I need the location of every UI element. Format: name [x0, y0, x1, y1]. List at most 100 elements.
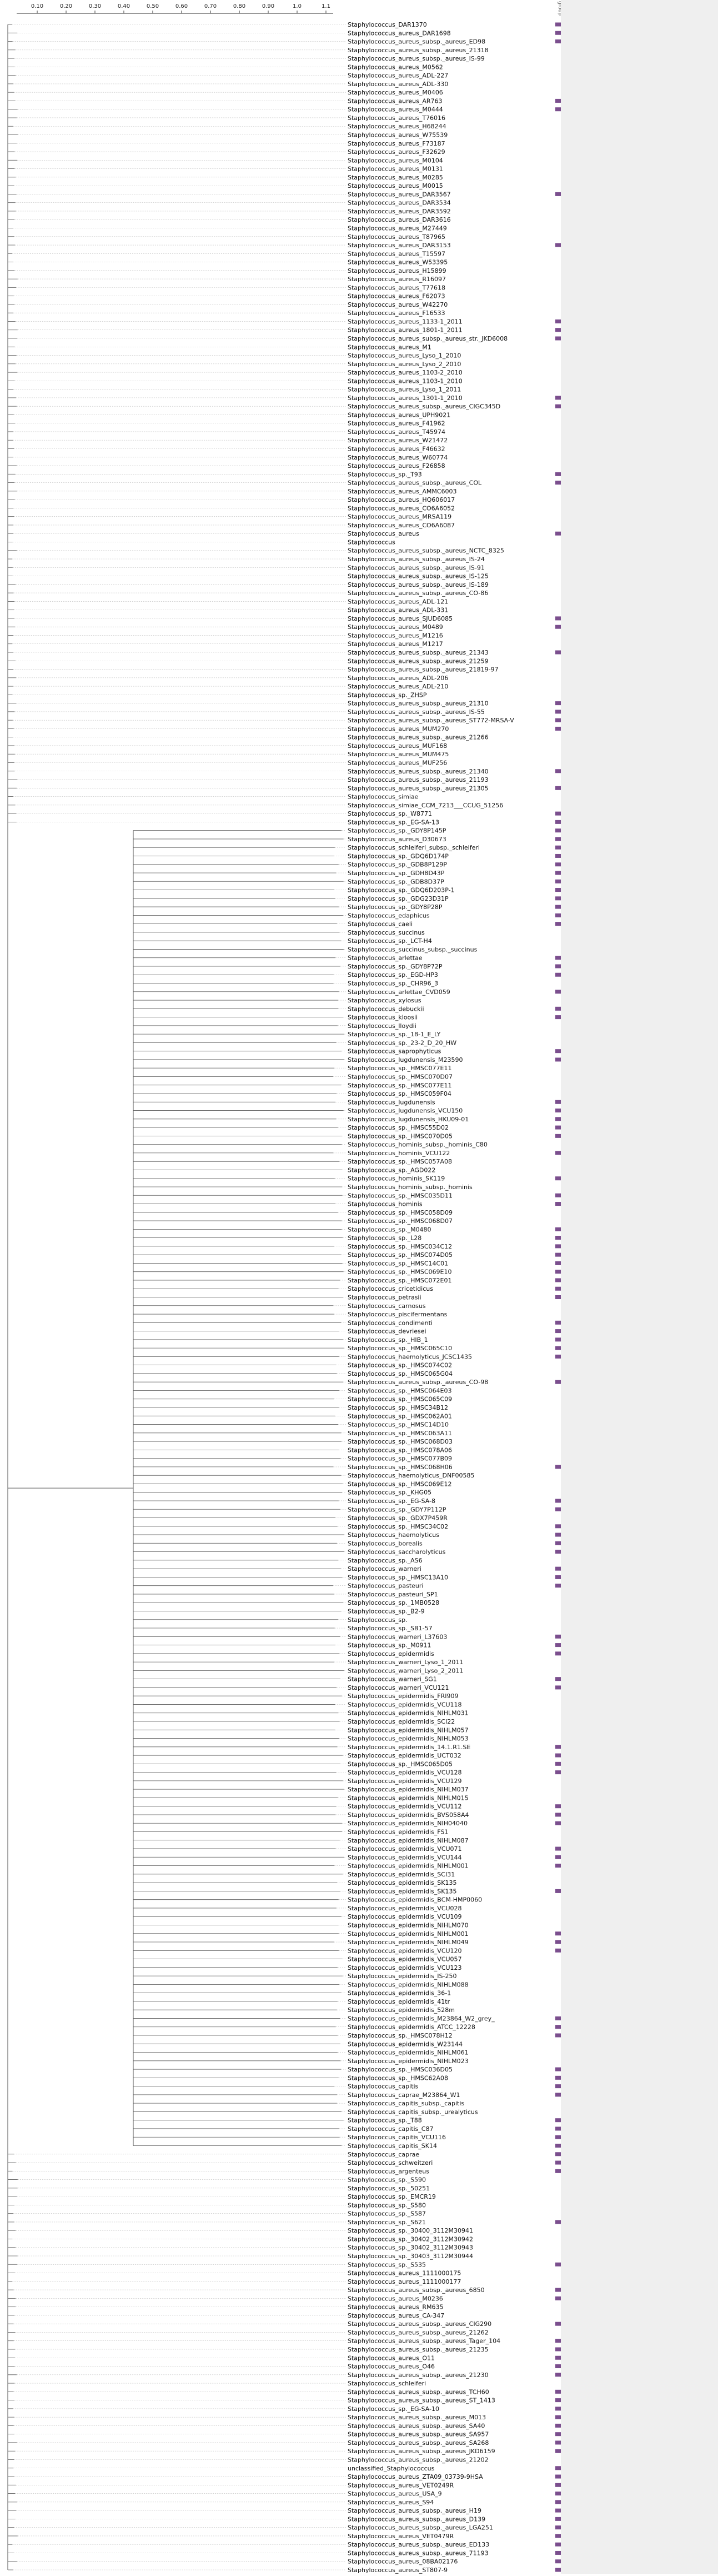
tip-label: Staphylococcus_sp._W8771	[348, 810, 432, 817]
tip-label: Staphylococcus_aureus_MUM475	[348, 751, 449, 758]
group-marker	[555, 1855, 565, 1859]
tip-label: Staphylococcus_aureus_ADL-206	[348, 675, 448, 682]
tip-label: Staphylococcus_aureus_MRSA119	[348, 513, 451, 521]
group-marker	[555, 1134, 565, 1138]
tip-label: Staphylococcus_aureus_subsp._aureus_IS-9…	[348, 55, 485, 62]
tip-label: Staphylococcus_saprophyticus	[348, 1048, 441, 1055]
tip-label: Staphylococcus_aureus_subsp._aureus_CIG2…	[348, 2320, 491, 2328]
group-marker	[555, 913, 565, 917]
tip-label: Staphylococcus_aureus_H68244	[348, 123, 446, 130]
group-marker	[555, 404, 565, 408]
group-marker	[555, 616, 565, 621]
tip-label: Staphylococcus_aureus_subsp._aureus_NCTC…	[348, 547, 504, 555]
tip-label: Staphylococcus_aureus_subsp._aureus_2120…	[348, 2456, 489, 2463]
tip-label: Staphylococcus_sp._HMSC069E12	[348, 1480, 451, 1487]
tip-label: Staphylococcus_warneri_Lyso_2_2011	[348, 1667, 463, 1674]
tip-label: Staphylococcus_epidermidis_UCT032	[348, 1752, 461, 1759]
tip-label: Staphylococcus_epidermidis_NIHLM001	[348, 1930, 469, 1938]
group-marker	[555, 769, 565, 773]
tip-label: Staphylococcus_sp._HMSC074D05	[348, 1251, 453, 1259]
tip-label: Staphylococcus_aureus_M0236	[348, 2295, 443, 2302]
tip-label: Staphylococcus_sp._KHG05	[348, 1489, 431, 1496]
group-marker	[555, 2025, 565, 2029]
tip-label: Staphylococcus_aureus_DAR3616	[348, 216, 451, 223]
group-marker	[555, 1337, 565, 1342]
tip-label: Staphylococcus_aureus_SJUD6085	[348, 615, 453, 622]
tip-label: Staphylococcus_sp._HMSC065C10	[348, 1345, 452, 1352]
tip-label: Staphylococcus_aureus_F32629	[348, 148, 445, 156]
tip-label: Staphylococcus_condimenti	[348, 1319, 433, 1326]
tip-label: Staphylococcus_sp._HMSC14D10	[348, 1421, 449, 1429]
tip-label: Staphylococcus_caprae	[348, 2151, 419, 2158]
group-marker	[555, 718, 565, 722]
group-marker	[555, 862, 565, 867]
tip-label: Staphylococcus_sp._EG-SA-8	[348, 1497, 435, 1505]
tip-label: Staphylococcus_hominis_subsp._hominis_C8…	[348, 1141, 488, 1149]
tip-label: Staphylococcus_sp._18-1_E_LY	[348, 1031, 441, 1038]
group-marker	[555, 879, 565, 883]
tip-label: Staphylococcus_aureus_H15899	[348, 267, 446, 274]
tip-label: Staphylococcus_hominis_subsp._hominis	[348, 1184, 473, 1191]
tip-label: Staphylococcus_epidermidis_VCU028	[348, 1905, 462, 1912]
tip-label: Staphylococcus_aureus_subsp._aureus_2123…	[348, 2346, 489, 2353]
tip-label: Staphylococcus_aureus_MUM270	[348, 725, 449, 732]
group-marker	[555, 1176, 565, 1181]
tip-label: Staphylococcus_aureus_subsp._aureus_str.…	[348, 335, 508, 342]
annotation-column-label: group	[557, 1, 561, 16]
tip-label: Staphylococcus_sp._HMSC068H06	[348, 1464, 453, 1471]
tip-label: Staphylococcus_aureus_RM635	[348, 2304, 443, 2311]
tip-label: Staphylococcus_sp._30402_3112M30943	[348, 2244, 473, 2251]
tip-label: Staphylococcus_epidermidis_NIHLM061	[348, 2049, 469, 2056]
tip-label: Staphylococcus_aureus_subsp._aureus_D139	[348, 2515, 485, 2523]
group-marker	[555, 2322, 565, 2326]
tip-label: Staphylococcus_sp._EGD-HP3	[348, 971, 438, 979]
group-marker	[555, 853, 565, 858]
group-marker	[555, 1761, 565, 1766]
tip-label: Staphylococcus_lugdunensis_VCU150	[348, 1107, 463, 1115]
tip-label: Staphylococcus_aureus_subsp._aureus_JKD6…	[348, 2448, 495, 2455]
tip-label: Staphylococcus_sp._30403_3112M30944	[348, 2253, 473, 2260]
tip-label: Staphylococcus_aureus_T87965	[348, 233, 445, 241]
tip-label: Staphylococcus_sp._GDY8P28P	[348, 903, 443, 911]
tip-label: Staphylococcus_sp._HMSC063A11	[348, 1430, 452, 1437]
tip-label: Staphylococcus_aureus_subsp._aureus_CIGC…	[348, 403, 500, 410]
tip-label: Staphylococcus_aureus_DAR3153	[348, 242, 451, 249]
phylogenetic-tree-panel: group 0.10 0.20 0.30 0.40 0.50 0.60 0.70 0.80 0.9…	[7, 1, 565, 2574]
scale-tick-label: 0.70	[204, 3, 217, 9]
group-marker	[555, 1575, 565, 1579]
tip-label: Staphylococcus_sp._S587	[348, 2210, 426, 2218]
group-marker	[555, 1940, 565, 1944]
tip-label: Staphylococcus_sp._HMSC064E03	[348, 1387, 451, 1394]
tip-label: Staphylococcus_epidermidis_NIHLM053	[348, 1735, 469, 1743]
tip-label: Staphylococcus_aureus_M1217	[348, 641, 443, 648]
tip-label: Staphylococcus_sp._HMSC036D05	[348, 2066, 453, 2073]
group-marker	[555, 2339, 565, 2343]
tip-label: Staphylococcus_epidermidis_FS1	[348, 1829, 448, 1836]
group-marker	[555, 1261, 565, 1265]
group-marker	[555, 2550, 565, 2555]
tip-label: Staphylococcus_pasteuri	[348, 1582, 423, 1590]
tip-label: Staphylococcus_aureus_M0406	[348, 89, 443, 96]
group-marker	[555, 1117, 565, 1121]
tip-label: Staphylococcus_aureus_Lyso_1_2010	[348, 352, 461, 360]
tip-label: Staphylococcus_warneri_VCU121	[348, 1684, 449, 1691]
group-marker	[555, 1380, 565, 1384]
tip-label: Staphylococcus_caeli	[348, 921, 413, 928]
tip-label: Staphylococcus_sp._GDB8D37P	[348, 878, 444, 885]
tip-label: Staphylococcus_aureus_MUF256	[348, 759, 447, 766]
tip-label: Staphylococcus_epidermidis_NIH04040	[348, 1820, 468, 1827]
tip-label: Staphylococcus_sp._HMSC069E10	[348, 1269, 451, 1276]
tip-label: Staphylococcus_aureus_M1216	[348, 632, 443, 639]
tip-label: Staphylococcus_schleiferi_subsp._schleif…	[348, 844, 480, 851]
tip-label: Staphylococcus_sp._B2-9	[348, 1607, 425, 1615]
group-marker	[555, 2093, 565, 2097]
group-marker	[555, 2440, 565, 2445]
tip-label: Staphylococcus_epidermidis_BCM-HMP0060	[348, 1896, 482, 1904]
group-marker	[555, 820, 565, 824]
tip-label: Staphylococcus_sp._HMSC074C02	[348, 1362, 452, 1369]
tip-label: Staphylococcus_sp._SB1-57	[348, 1625, 433, 1632]
tip-label: Staphylococcus_aureus_subsp._aureus_ED98	[348, 38, 485, 46]
tip-label: Staphylococcus_aureus_T15597	[348, 250, 445, 257]
tip-label: Staphylococcus_aureus_subsp._aureus_SA26…	[348, 2439, 489, 2447]
tip-label: Staphylococcus_aureus_subsp._aureus_2131…	[348, 47, 489, 54]
